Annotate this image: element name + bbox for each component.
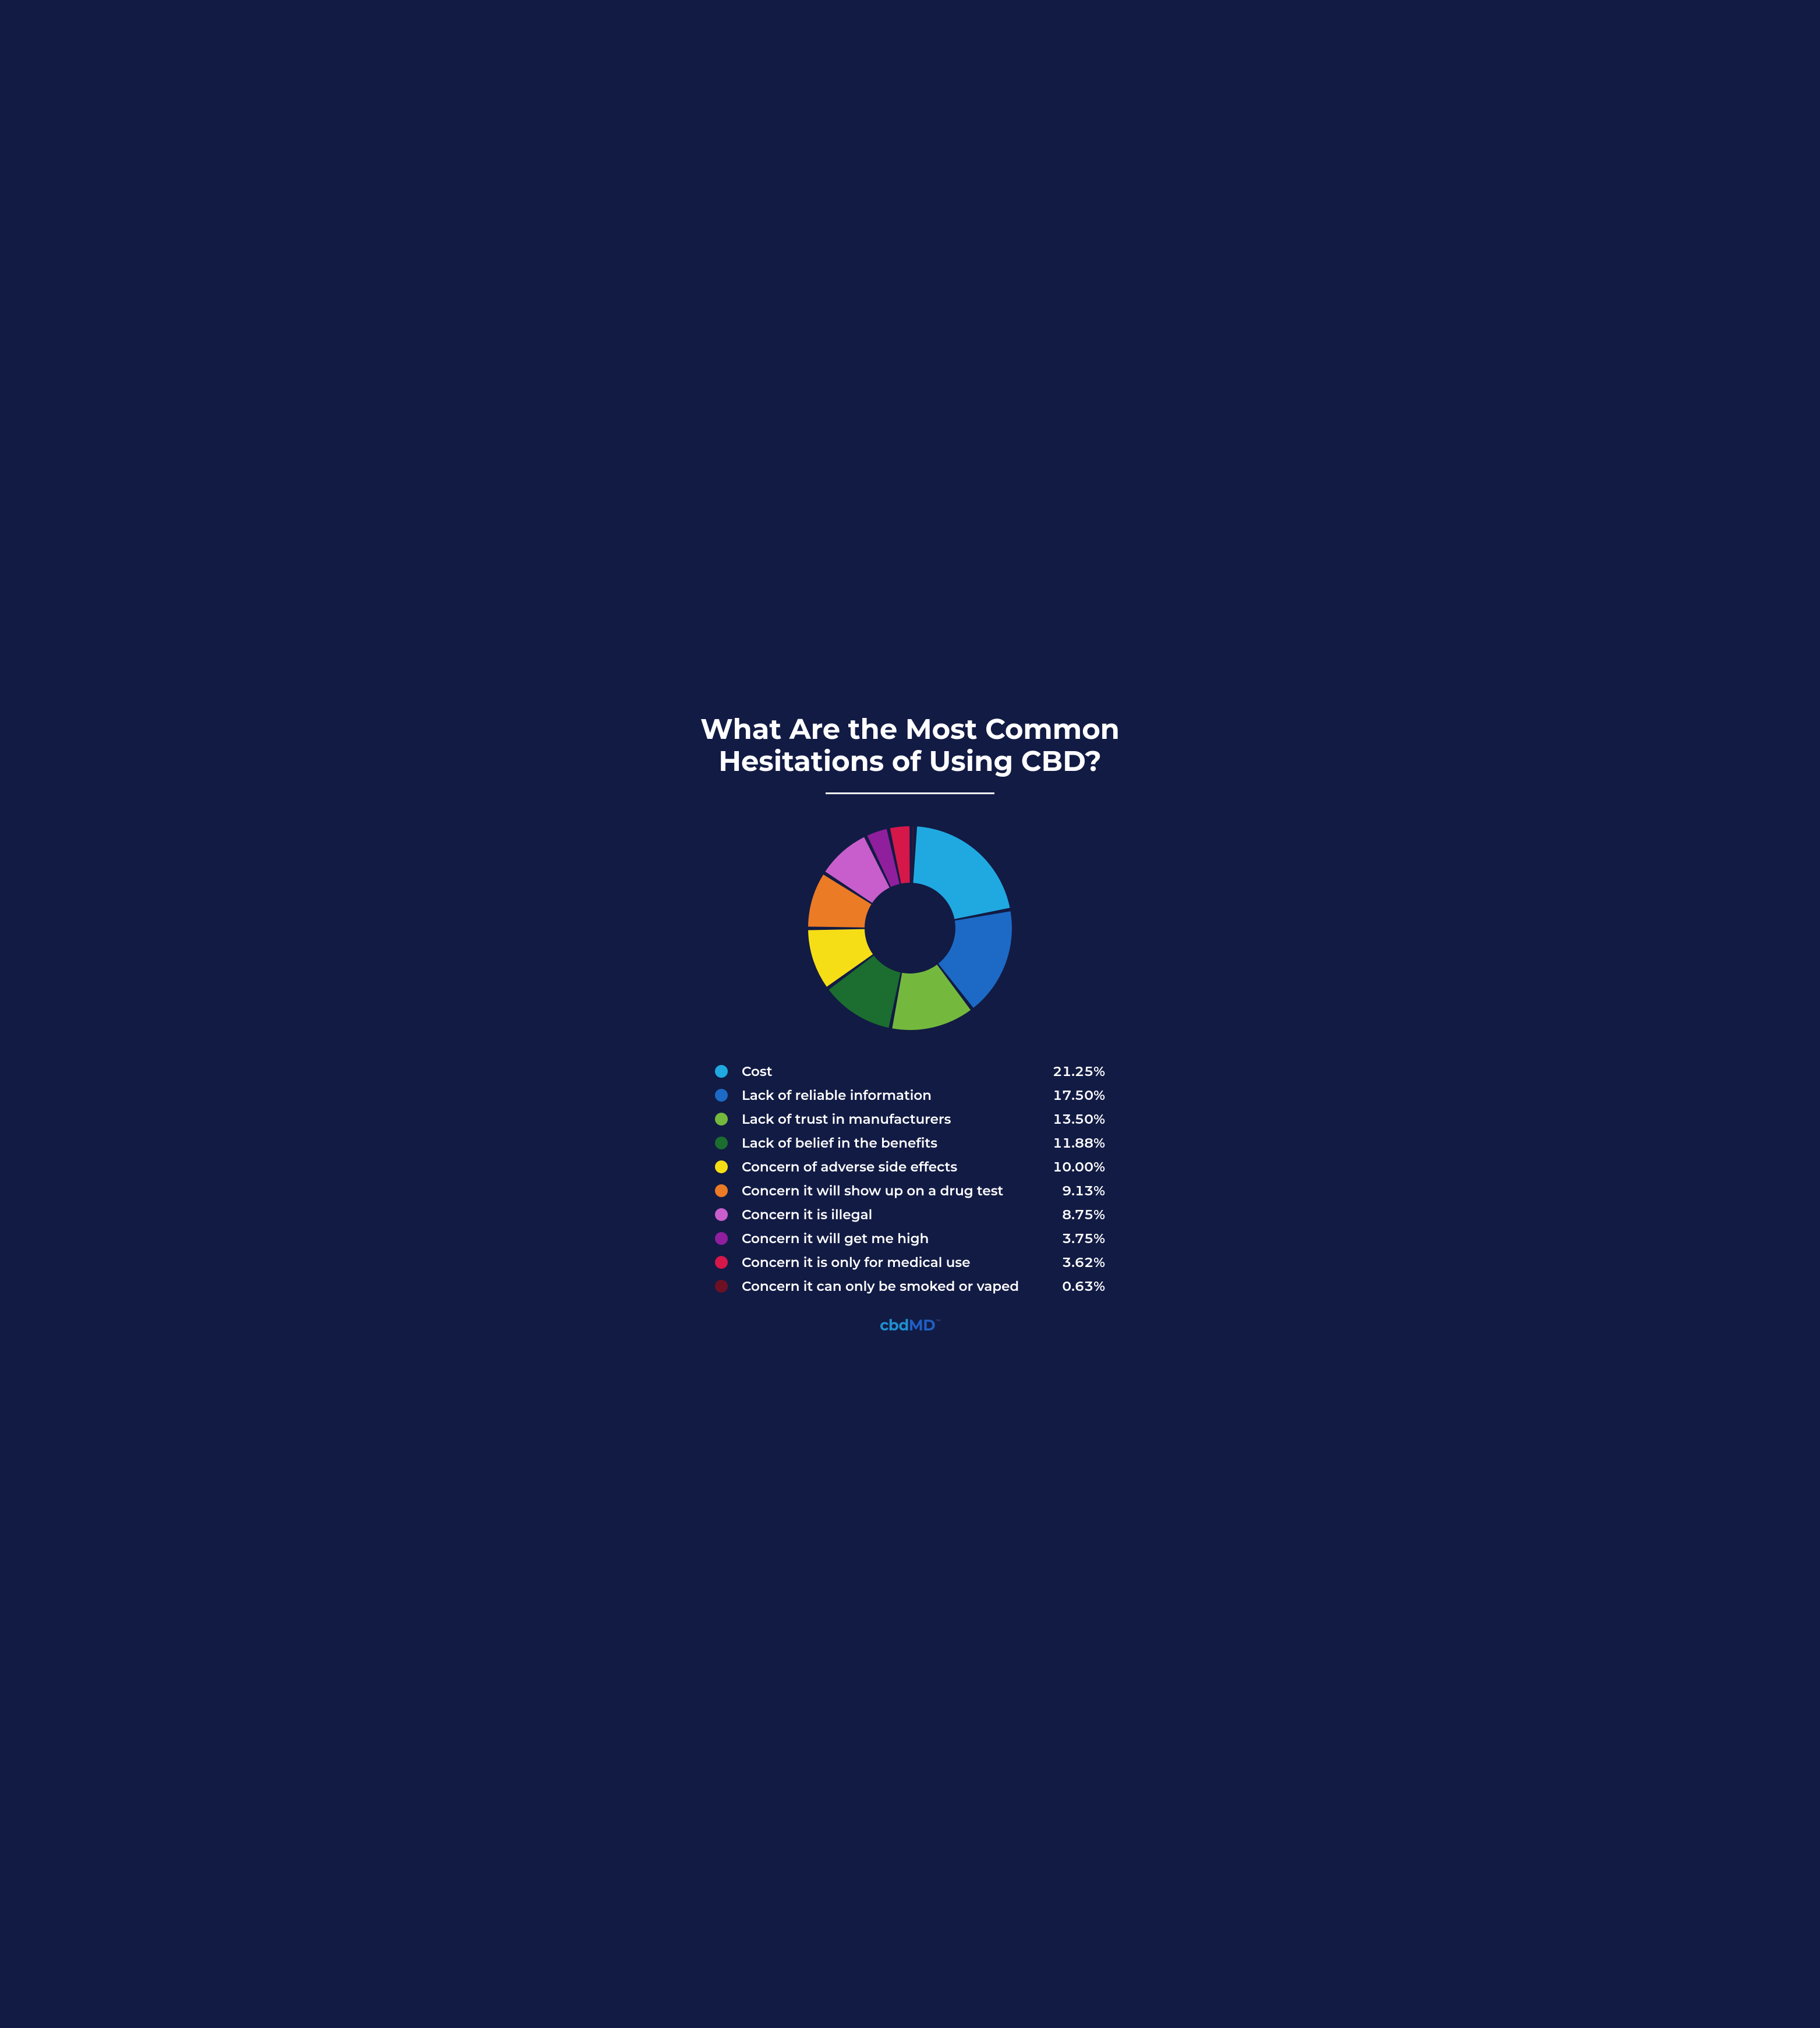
legend-swatch (715, 1160, 728, 1173)
legend-swatch (715, 1208, 728, 1221)
legend-left: Concern it will show up on a drug test (715, 1183, 1003, 1199)
legend-left: Cost (715, 1063, 772, 1080)
legend-row: Concern it will show up on a drug test 9.… (715, 1178, 1105, 1202)
legend-label: Lack of reliable information (742, 1087, 932, 1103)
infographic-canvas: What Are the Most Common Hesitations of … (607, 676, 1213, 1352)
legend-label: Concern it is illegal (742, 1206, 872, 1223)
legend-value: 3.75% (1062, 1230, 1105, 1247)
title-line-1: What Are the Most Common (700, 713, 1120, 746)
title-underline (826, 792, 994, 794)
legend-swatch (715, 1113, 728, 1126)
legend-left: Concern of adverse side effects (715, 1159, 957, 1175)
legend-table: Cost 21.25% Lack of reliable information 17… (715, 1059, 1105, 1298)
legend-label: Concern it is only for medical use (742, 1254, 971, 1270)
legend-swatch (715, 1256, 728, 1269)
legend-row: Lack of trust in manufacturers 13.50% (715, 1107, 1105, 1131)
legend-left: Lack of trust in manufacturers (715, 1111, 951, 1127)
legend-value: 21.25% (1053, 1063, 1105, 1080)
legend-label: Concern it can only be smoked or vaped (742, 1278, 1019, 1294)
logo-text-cbd: cbd (880, 1316, 909, 1335)
legend-left: Lack of reliable information (715, 1087, 932, 1103)
page-title: What Are the Most Common Hesitations of … (700, 714, 1120, 778)
legend-label: Cost (742, 1063, 772, 1080)
legend-row: Concern it will get me high 3.75% (715, 1226, 1105, 1250)
legend-value: 9.13% (1062, 1183, 1105, 1199)
legend-value: 11.88% (1053, 1135, 1105, 1151)
legend-row: Cost 21.25% (715, 1059, 1105, 1083)
brand-logo: cbdMD™ (880, 1316, 940, 1335)
legend-value: 13.50% (1053, 1111, 1105, 1127)
legend-swatch (715, 1089, 728, 1102)
legend-label: Lack of trust in manufacturers (742, 1111, 951, 1127)
legend-value: 10.00% (1053, 1159, 1105, 1175)
legend-value: 3.62% (1062, 1254, 1105, 1270)
legend-value: 17.50% (1053, 1087, 1105, 1103)
legend-label: Lack of belief in the benefits (742, 1135, 937, 1151)
legend-row: Concern it is only for medical use 3.62% (715, 1250, 1105, 1274)
legend-left: Concern it will get me high (715, 1230, 929, 1247)
legend-swatch (715, 1280, 728, 1293)
legend-swatch (715, 1184, 728, 1197)
legend-row: Concern it is illegal 8.75% (715, 1202, 1105, 1226)
title-line-2: Hesitations of Using CBD? (718, 745, 1102, 778)
legend-swatch (715, 1137, 728, 1149)
legend-row: Concern of adverse side effects 10.00% (715, 1155, 1105, 1178)
legend-left: Concern it is illegal (715, 1206, 872, 1223)
legend-left: Concern it is only for medical use (715, 1254, 971, 1270)
donut-slice (911, 826, 913, 883)
legend-label: Concern of adverse side effects (742, 1159, 957, 1175)
legend-value: 8.75% (1062, 1206, 1105, 1223)
legend-left: Lack of belief in the benefits (715, 1135, 937, 1151)
legend-left: Concern it can only be smoked or vaped (715, 1278, 1019, 1294)
legend-row: Lack of belief in the benefits 11.88% (715, 1131, 1105, 1155)
logo-text-md: MD (909, 1316, 935, 1335)
legend-value: 0.63% (1062, 1278, 1105, 1294)
legend-label: Concern it will show up on a drug test (742, 1183, 1003, 1199)
legend-row: Lack of reliable information 17.50% (715, 1083, 1105, 1107)
logo-tm: ™ (936, 1318, 940, 1323)
donut-svg (808, 826, 1012, 1030)
legend-swatch (715, 1065, 728, 1078)
legend-label: Concern it will get me high (742, 1230, 929, 1247)
donut-hole (865, 883, 955, 974)
legend-swatch (715, 1232, 728, 1245)
donut-chart (808, 826, 1012, 1030)
legend-row: Concern it can only be smoked or vaped 0.… (715, 1274, 1105, 1298)
